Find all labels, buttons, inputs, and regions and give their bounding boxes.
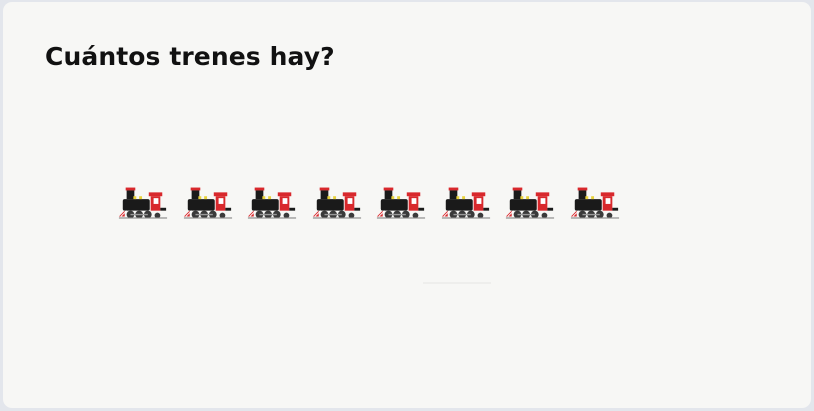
steam-locomotive-icon [505, 187, 555, 219]
steam-locomotive-icon [441, 187, 490, 219]
steam-locomotive-icon [118, 187, 168, 219]
exercise-card: Cuántos trenes hay? [3, 2, 811, 408]
trains-row [117, 184, 633, 220]
question-text: Cuántos trenes hay? [45, 42, 335, 71]
steam-locomotive-icon [570, 187, 619, 219]
steam-locomotive-icon [183, 187, 232, 219]
steam-locomotive-icon [312, 187, 361, 219]
steam-locomotive-icon [376, 187, 426, 219]
steam-locomotive-icon [247, 187, 297, 219]
answer-placeholder [423, 282, 491, 284]
